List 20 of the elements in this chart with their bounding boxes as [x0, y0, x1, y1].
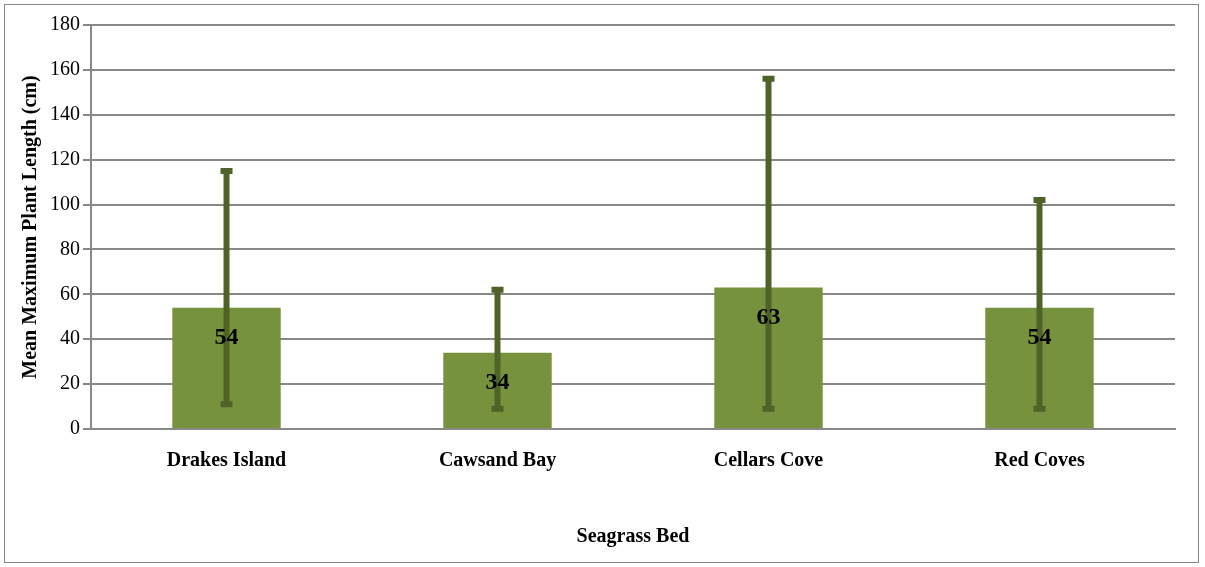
y-tick-label: 140	[50, 102, 80, 125]
y-tick-label: 20	[60, 371, 80, 394]
y-tick-label: 100	[50, 191, 80, 214]
data-label: 34	[485, 367, 510, 394]
y-tick-label: 80	[60, 236, 80, 259]
y-tick-label: 0	[70, 416, 80, 439]
y-axis-title: Mean Maximum Plant Length (cm)	[18, 75, 42, 379]
x-tick-label: Cellars Cove	[713, 448, 824, 471]
x-axis-title: Seagrass Bed	[576, 524, 690, 548]
y-tick-label: 60	[60, 281, 80, 304]
y-tick-label: 120	[50, 146, 80, 169]
y-tick-label: 160	[50, 57, 80, 80]
y-tick-label: 40	[60, 326, 80, 349]
x-tick-label: Cawsand Bay	[438, 448, 557, 472]
x-tick-label: Drakes Island	[166, 448, 287, 471]
data-label: 54	[1027, 323, 1052, 349]
data-label: 54	[214, 323, 239, 349]
x-tick-label: Red Coves	[994, 448, 1085, 471]
data-label: 63	[756, 302, 781, 329]
y-tick-label: 180	[50, 12, 80, 35]
